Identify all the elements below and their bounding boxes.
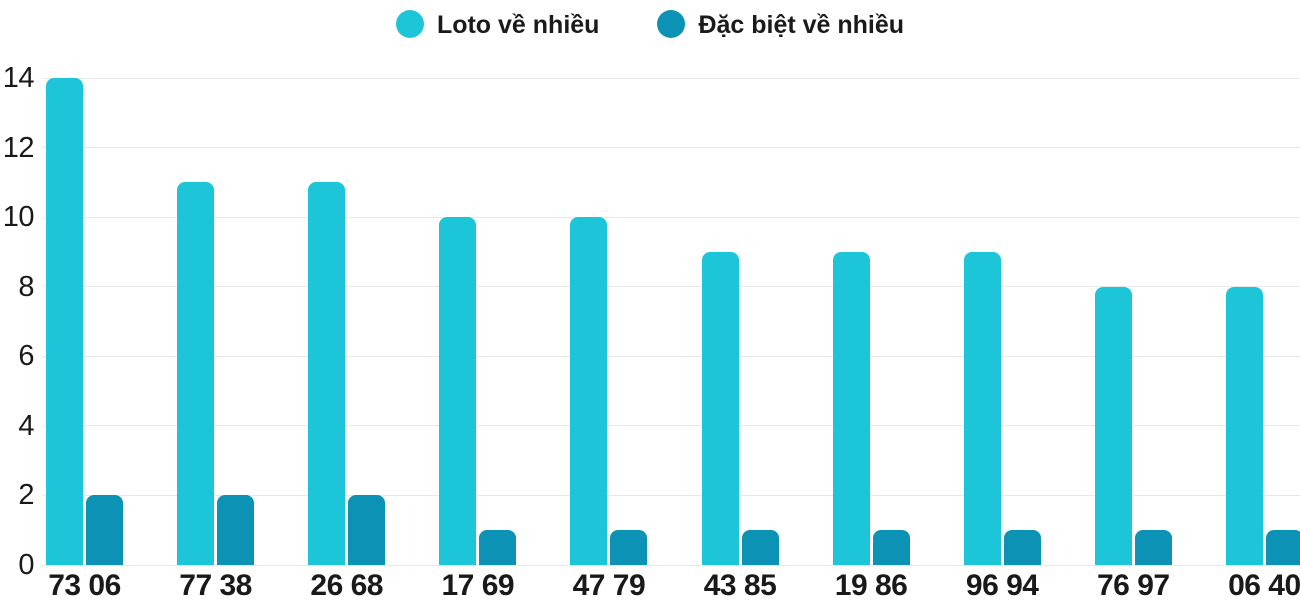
bar-dacbiet-76-97[interactable] [1134, 530, 1172, 565]
bar-dacbiet-26-68[interactable] [348, 495, 386, 565]
gridline-y-6 [42, 355, 1300, 357]
y-tick-label-14: 14 [2, 62, 35, 94]
bar-dacbiet-47-79[interactable] [610, 530, 648, 565]
bar-loto-77-38[interactable] [177, 182, 215, 565]
x-tick-label-43-85: 43 85 [703, 569, 777, 600]
y-tick-label-8: 8 [18, 270, 34, 303]
gridline-y-0 [42, 564, 1300, 566]
y-tick-label-10: 10 [2, 201, 35, 234]
x-tick-label-19-86: 19 86 [834, 569, 908, 600]
legend-marker-dacbiet-icon [657, 10, 686, 38]
y-tick-label-12: 12 [2, 131, 35, 164]
bar-dacbiet-17-69[interactable] [479, 530, 517, 565]
gridline-y-10 [42, 216, 1300, 218]
y-tick-label-2: 2 [18, 479, 34, 512]
legend-item-loto[interactable]: Loto về nhiều [395, 10, 600, 39]
bar-loto-06-40[interactable] [1225, 286, 1263, 565]
bar-loto-26-68[interactable] [308, 182, 346, 565]
legend-label-loto: Loto về nhiều [436, 10, 600, 39]
gridline-y-14 [42, 77, 1300, 79]
bar-loto-19-86[interactable] [832, 251, 870, 565]
legend-marker-loto-icon [395, 10, 424, 38]
bar-loto-96-94[interactable] [963, 251, 1001, 565]
y-tick-label-6: 6 [18, 340, 34, 373]
y-tick-label-0: 0 [18, 549, 34, 581]
gridline-y-2 [42, 494, 1300, 496]
x-tick-label-96-94: 96 94 [965, 569, 1039, 600]
bar-dacbiet-73-06[interactable] [86, 495, 123, 565]
bar-dacbiet-43-85[interactable] [741, 530, 779, 565]
bar-dacbiet-06-40[interactable] [1265, 530, 1300, 565]
x-tick-label-76-97: 76 97 [1097, 569, 1170, 600]
x-tick-label-17-69: 17 69 [441, 569, 515, 600]
bar-loto-47-79[interactable] [570, 217, 608, 565]
gridline-y-4 [42, 425, 1300, 427]
gridline-y-12 [42, 147, 1300, 149]
x-tick-label-06-40: 06 40 [1228, 569, 1300, 600]
y-tick-label-4: 4 [18, 409, 34, 442]
bar-dacbiet-19-86[interactable] [872, 530, 910, 565]
x-tick-label-77-38: 77 38 [179, 569, 252, 600]
x-tick-label-26-68: 26 68 [310, 569, 383, 600]
bar-dacbiet-77-38[interactable] [217, 495, 255, 565]
chart-legend: Loto về nhiều Đặc biệt về nhiều [0, 10, 1300, 38]
gridline-y-8 [42, 286, 1300, 288]
bar-loto-73-06[interactable] [46, 78, 83, 565]
x-tick-label-47-79: 47 79 [572, 569, 646, 600]
x-tick-label-73-06: 73 06 [48, 569, 121, 600]
bar-dacbiet-96-94[interactable] [1003, 530, 1041, 565]
bar-loto-17-69[interactable] [439, 217, 477, 565]
legend-item-dacbiet[interactable]: Đặc biệt về nhiều [657, 10, 904, 38]
bar-loto-76-97[interactable] [1094, 286, 1132, 565]
bar-loto-43-85[interactable] [701, 251, 739, 565]
legend-label-dacbiet: Đặc biệt về nhiều [698, 10, 905, 39]
